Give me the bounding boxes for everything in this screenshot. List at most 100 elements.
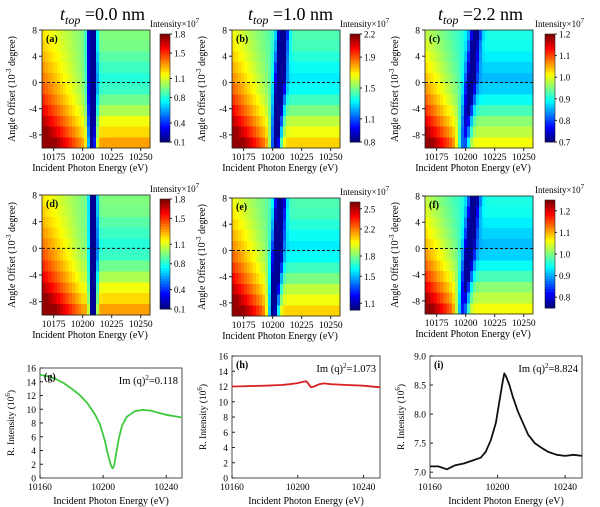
colorbar-segment bbox=[160, 292, 170, 296]
heatmap-cell bbox=[283, 273, 287, 285]
heatmap-cell bbox=[244, 105, 248, 117]
x-tick-label: 10175 bbox=[232, 321, 256, 331]
heatmap-cell bbox=[280, 251, 284, 263]
heatmap-cell bbox=[84, 293, 88, 305]
heatmap-cell bbox=[63, 51, 67, 63]
colorbar-segment bbox=[160, 139, 170, 143]
heatmap-cell bbox=[464, 137, 468, 149]
heatmap-cell bbox=[316, 208, 320, 221]
heatmap-cell bbox=[464, 196, 468, 208]
heatmap-cell bbox=[247, 305, 251, 317]
heatmap-cell bbox=[530, 292, 534, 304]
colorbar-segment bbox=[160, 52, 170, 57]
heatmap-cell bbox=[455, 51, 459, 63]
heatmap-cell bbox=[132, 40, 136, 53]
heatmap-cell bbox=[328, 230, 332, 242]
colorbar-segment bbox=[545, 272, 555, 277]
heatmap-cell bbox=[238, 283, 242, 296]
heatmap-cell bbox=[512, 137, 516, 149]
heatmap-cell bbox=[331, 219, 335, 231]
heatmap-cell bbox=[256, 251, 260, 263]
heatmap-cell bbox=[310, 208, 314, 221]
heatmap-cell bbox=[114, 40, 118, 53]
heatmap-cell bbox=[440, 196, 444, 208]
y-tick-label: 16 bbox=[27, 365, 37, 375]
heatmap-cell bbox=[482, 105, 486, 117]
colorbar-segment bbox=[545, 93, 555, 97]
heatmap-cell bbox=[322, 72, 326, 85]
colorbar-segment bbox=[160, 265, 170, 269]
heatmap-cell bbox=[524, 238, 528, 251]
heatmap-cell bbox=[286, 294, 290, 306]
heatmap-cell bbox=[479, 238, 483, 251]
heatmap-cell bbox=[129, 137, 133, 149]
heatmap-cell bbox=[449, 94, 453, 106]
heatmap-cell bbox=[500, 94, 504, 106]
heatmap-cell bbox=[443, 94, 447, 106]
heatmap-cell bbox=[96, 30, 100, 42]
heatmap-cell bbox=[45, 205, 49, 218]
heatmap-cell bbox=[473, 83, 477, 95]
colorbar-segment bbox=[350, 42, 360, 46]
heatmap-cell bbox=[464, 260, 468, 272]
heatmap-cell bbox=[253, 240, 257, 253]
heatmap-cell bbox=[45, 40, 49, 53]
heatmap-cell bbox=[259, 115, 263, 128]
y-axis-label: Angle Offset (10-3 degree) bbox=[195, 36, 208, 142]
heatmap-cell bbox=[232, 208, 236, 221]
heatmap-cell bbox=[141, 260, 145, 273]
heatmap-cell bbox=[60, 30, 64, 42]
heatmap-cell bbox=[241, 105, 245, 117]
heatmap-cell bbox=[126, 260, 130, 273]
heatmap-cell bbox=[108, 227, 112, 240]
heatmap-cell bbox=[506, 72, 510, 85]
colorbar-segment bbox=[160, 131, 170, 135]
y-tick-label: 0 bbox=[415, 79, 420, 89]
heatmap-cell bbox=[512, 271, 516, 283]
heatmap-cell bbox=[259, 294, 263, 306]
heatmap-cell bbox=[319, 294, 323, 306]
heatmap-cell bbox=[232, 126, 236, 138]
heatmap-cell bbox=[138, 205, 142, 218]
heatmap-cell bbox=[42, 126, 46, 138]
heatmap-cell bbox=[461, 281, 465, 294]
heatmap-cell bbox=[81, 51, 85, 63]
heatmap-cell bbox=[81, 238, 85, 251]
heatmap-cell bbox=[244, 40, 248, 53]
colorbar-segment bbox=[545, 139, 555, 143]
heatmap-cell bbox=[295, 40, 299, 53]
heatmap-cell bbox=[494, 228, 498, 240]
heatmap-cell bbox=[503, 94, 507, 106]
heatmap-cell bbox=[280, 30, 284, 42]
colorbar-segment bbox=[350, 85, 360, 89]
heatmap-cell bbox=[292, 219, 296, 231]
heatmap-cell bbox=[467, 281, 471, 294]
heatmap-cell bbox=[452, 206, 456, 219]
colorbar-title: Intensity×107 bbox=[535, 183, 585, 195]
heatmap-cell bbox=[78, 40, 82, 53]
heatmap-cell bbox=[512, 83, 516, 95]
heatmap-cell bbox=[262, 230, 266, 242]
heatmap-cell bbox=[123, 282, 127, 294]
heatmap-cell bbox=[241, 251, 245, 263]
heatmap-cell bbox=[301, 208, 305, 221]
heatmap-cell bbox=[467, 51, 471, 63]
heatmap-cell bbox=[458, 83, 462, 95]
heatmap-cell bbox=[250, 115, 254, 128]
colorbar-tick-label: 1.8 bbox=[364, 252, 376, 262]
heatmap-cell bbox=[238, 51, 242, 63]
heatmap-cell bbox=[530, 249, 534, 261]
heatmap-cell bbox=[494, 83, 498, 95]
heatmap-cell bbox=[48, 227, 52, 240]
colorbar-tick-label: 0.8 bbox=[174, 259, 186, 269]
heatmap-cell bbox=[57, 51, 61, 63]
heatmap-cell bbox=[307, 105, 311, 117]
heatmap-cell bbox=[325, 137, 329, 149]
colorbar-segment bbox=[350, 58, 360, 62]
heatmap-cell bbox=[515, 137, 519, 149]
y-tick-label: 0 bbox=[32, 79, 37, 89]
heatmap-cell bbox=[60, 115, 64, 128]
heatmap-cell bbox=[90, 126, 94, 138]
heatmap-cell bbox=[313, 305, 317, 317]
heatmap-cell bbox=[244, 115, 248, 128]
